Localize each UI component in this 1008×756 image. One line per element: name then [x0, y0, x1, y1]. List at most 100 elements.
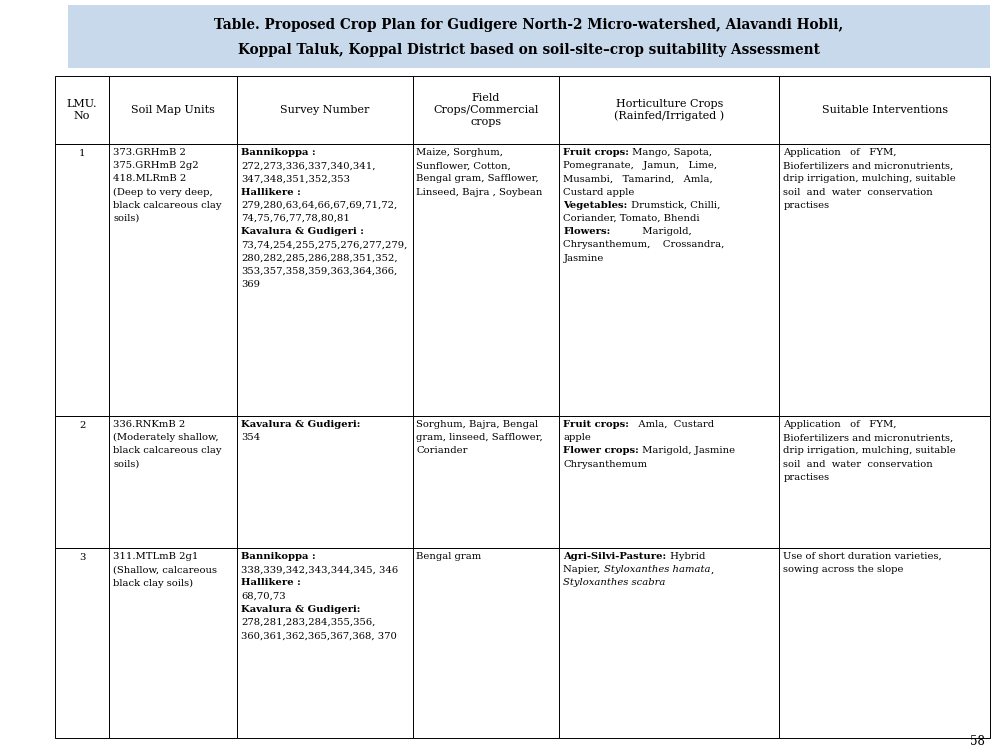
- Text: Coriander, Tomato, Bhendi: Coriander, Tomato, Bhendi: [563, 214, 701, 223]
- Bar: [559, 416, 779, 548]
- Bar: [55, 416, 109, 548]
- Text: Hybrid: Hybrid: [666, 552, 705, 561]
- Text: Chrysanthemum: Chrysanthemum: [563, 460, 647, 469]
- Text: Bannikoppa :: Bannikoppa :: [241, 552, 316, 561]
- Text: Vegetables:: Vegetables:: [563, 201, 628, 210]
- Text: soil  and  water  conservation: soil and water conservation: [783, 187, 933, 197]
- Text: Styloxanthes scabra: Styloxanthes scabra: [563, 578, 666, 587]
- Bar: [412, 76, 559, 144]
- Text: Mango, Sapota,: Mango, Sapota,: [629, 148, 713, 157]
- Text: Use of short duration varieties,: Use of short duration varieties,: [783, 552, 942, 561]
- Text: Kavalura & Gudigeri:: Kavalura & Gudigeri:: [241, 420, 361, 429]
- Text: Flower crops:: Flower crops:: [563, 446, 639, 455]
- Text: Horticulture Crops
(Rainfed/Irrigated ): Horticulture Crops (Rainfed/Irrigated ): [615, 99, 725, 121]
- Bar: [559, 548, 779, 738]
- Text: gram, linseed, Safflower,: gram, linseed, Safflower,: [416, 433, 543, 442]
- Text: (Shallow, calcareous: (Shallow, calcareous: [113, 565, 217, 575]
- Text: Bengal gram, Safflower,: Bengal gram, Safflower,: [416, 175, 539, 184]
- Bar: [109, 416, 237, 548]
- Bar: [412, 416, 559, 548]
- Text: Hallikere :: Hallikere :: [241, 187, 300, 197]
- Text: black calcareous clay: black calcareous clay: [113, 201, 222, 210]
- Text: drip irrigation, mulching, suitable: drip irrigation, mulching, suitable: [783, 175, 957, 184]
- Text: soil  and  water  conservation: soil and water conservation: [783, 460, 933, 469]
- Text: Flowers:: Flowers:: [563, 228, 611, 236]
- Text: Maize, Sorghum,: Maize, Sorghum,: [416, 148, 504, 157]
- Text: 68,70,73: 68,70,73: [241, 592, 285, 600]
- Bar: [779, 144, 990, 416]
- Text: 278,281,283,284,355,356,: 278,281,283,284,355,356,: [241, 618, 375, 627]
- Text: 73,74,254,255,275,276,277,279,: 73,74,254,255,275,276,277,279,: [241, 240, 407, 249]
- Text: Kavalura & Gudigeri:: Kavalura & Gudigeri:: [241, 605, 361, 614]
- Text: 74,75,76,77,78,80,81: 74,75,76,77,78,80,81: [241, 214, 350, 223]
- Bar: [559, 76, 779, 144]
- Text: 3: 3: [79, 553, 86, 562]
- Text: 418.MLRmB 2: 418.MLRmB 2: [113, 175, 186, 184]
- Text: Drumstick, Chilli,: Drumstick, Chilli,: [628, 201, 720, 210]
- Text: (Deep to very deep,: (Deep to very deep,: [113, 187, 213, 197]
- Text: 1: 1: [79, 149, 86, 158]
- Bar: [109, 548, 237, 738]
- Bar: [109, 144, 237, 416]
- Text: 375.GRHmB 2g2: 375.GRHmB 2g2: [113, 161, 199, 170]
- Text: 373.GRHmB 2: 373.GRHmB 2: [113, 148, 185, 157]
- Text: 347,348,351,352,353: 347,348,351,352,353: [241, 175, 350, 184]
- Text: Marigold, Jasmine: Marigold, Jasmine: [639, 446, 736, 455]
- Text: Fruit crops:: Fruit crops:: [563, 148, 629, 157]
- Text: Bannikoppa :: Bannikoppa :: [241, 148, 316, 157]
- Text: Agri-Silvi-Pasture:: Agri-Silvi-Pasture:: [563, 552, 666, 561]
- Text: Table. Proposed Crop Plan for Gudigere North-2 Micro-watershed, Alavandi Hobli,: Table. Proposed Crop Plan for Gudigere N…: [215, 18, 844, 33]
- Text: Styloxanthes hamata: Styloxanthes hamata: [604, 565, 711, 575]
- Text: Field
Crops/Commercial
crops: Field Crops/Commercial crops: [433, 94, 538, 126]
- Text: 338,339,342,343,344,345, 346: 338,339,342,343,344,345, 346: [241, 565, 398, 575]
- Text: Biofertilizers and micronutrients,: Biofertilizers and micronutrients,: [783, 161, 954, 170]
- Bar: [779, 548, 990, 738]
- Bar: [412, 144, 559, 416]
- Bar: [55, 144, 109, 416]
- Text: Hallikere :: Hallikere :: [241, 578, 300, 587]
- Text: 353,357,358,359,363,364,366,: 353,357,358,359,363,364,366,: [241, 267, 397, 276]
- Text: ,: ,: [711, 565, 714, 575]
- Bar: [559, 144, 779, 416]
- Text: 311.MTLmB 2g1: 311.MTLmB 2g1: [113, 552, 199, 561]
- Text: drip irrigation, mulching, suitable: drip irrigation, mulching, suitable: [783, 446, 957, 455]
- Text: Linseed, Bajra , Soybean: Linseed, Bajra , Soybean: [416, 187, 543, 197]
- Text: apple: apple: [563, 433, 592, 442]
- Bar: [779, 416, 990, 548]
- Bar: [237, 416, 412, 548]
- Text: 272,273,336,337,340,341,: 272,273,336,337,340,341,: [241, 161, 376, 170]
- Text: Application   of   FYM,: Application of FYM,: [783, 420, 897, 429]
- Text: 2: 2: [79, 421, 86, 430]
- Text: Survey Number: Survey Number: [280, 105, 370, 115]
- Text: Pomegranate,   Jamun,   Lime,: Pomegranate, Jamun, Lime,: [563, 161, 718, 170]
- Text: LMU.
No: LMU. No: [67, 99, 98, 121]
- Text: Koppal Taluk, Koppal District based on soil-site–crop suitability Assessment: Koppal Taluk, Koppal District based on s…: [238, 43, 820, 57]
- Text: Custard apple: Custard apple: [563, 187, 635, 197]
- Bar: [109, 76, 237, 144]
- Bar: [55, 76, 109, 144]
- Bar: [237, 144, 412, 416]
- Bar: [237, 548, 412, 738]
- Text: Application   of   FYM,: Application of FYM,: [783, 148, 897, 157]
- Text: Sorghum, Bajra, Bengal: Sorghum, Bajra, Bengal: [416, 420, 538, 429]
- Text: soils): soils): [113, 214, 139, 223]
- Text: Amla,  Custard: Amla, Custard: [629, 420, 715, 429]
- Text: sowing across the slope: sowing across the slope: [783, 565, 904, 575]
- Text: Coriander: Coriander: [416, 446, 468, 455]
- Text: Kavalura & Gudigeri :: Kavalura & Gudigeri :: [241, 228, 364, 236]
- Text: Jasmine: Jasmine: [563, 253, 604, 262]
- Text: 369: 369: [241, 280, 260, 289]
- Bar: [237, 76, 412, 144]
- Text: Napier,: Napier,: [563, 565, 604, 575]
- Text: soils): soils): [113, 460, 139, 469]
- Text: Marigold,: Marigold,: [611, 228, 691, 236]
- Text: 336.RNKmB 2: 336.RNKmB 2: [113, 420, 185, 429]
- Text: practises: practises: [783, 201, 830, 210]
- Text: 360,361,362,365,367,368, 370: 360,361,362,365,367,368, 370: [241, 631, 397, 640]
- Text: practises: practises: [783, 472, 830, 482]
- Text: 279,280,63,64,66,67,69,71,72,: 279,280,63,64,66,67,69,71,72,: [241, 201, 397, 210]
- Text: black clay soils): black clay soils): [113, 578, 194, 587]
- Text: (Moderately shallow,: (Moderately shallow,: [113, 433, 219, 442]
- Text: Sunflower, Cotton,: Sunflower, Cotton,: [416, 161, 511, 170]
- Text: Bengal gram: Bengal gram: [416, 552, 482, 561]
